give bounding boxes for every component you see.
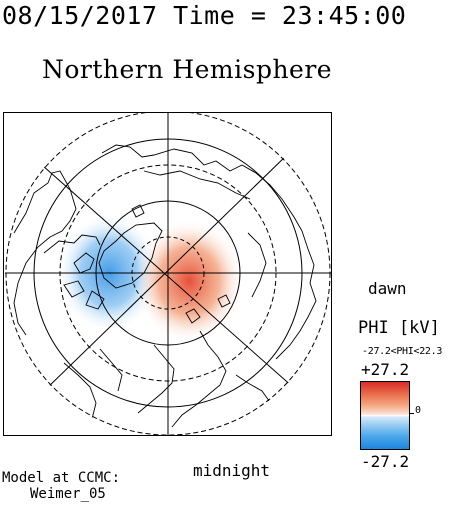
colorbar-min-label: -27.2 (361, 452, 410, 471)
model-name-label: Weimer_05 (30, 486, 106, 502)
colorbar-mid-label: 0 (415, 405, 422, 416)
positive-potential-cell (134, 219, 244, 343)
meridian-lines (5, 113, 331, 435)
colorbar-zero-tick (409, 413, 414, 414)
colorbar-title: PHI [kV] (358, 318, 440, 338)
midnight-label: midnight (193, 461, 271, 480)
polar-map (3, 112, 332, 436)
colorbar-max-label: +27.2 (361, 360, 410, 379)
colorbar (360, 381, 410, 450)
model-source-label: Model at CCMC: (2, 470, 121, 486)
polar-map-canvas (5, 113, 331, 435)
colorbar-range: -27.2<PHI<22.3 (362, 346, 443, 357)
dawn-label: dawn (368, 279, 407, 298)
date-time-title: 08/15/2017 Time = 23:45:00 (2, 1, 407, 30)
coastlines (13, 142, 317, 428)
hemisphere-title: Northern Hemisphere (42, 55, 333, 84)
